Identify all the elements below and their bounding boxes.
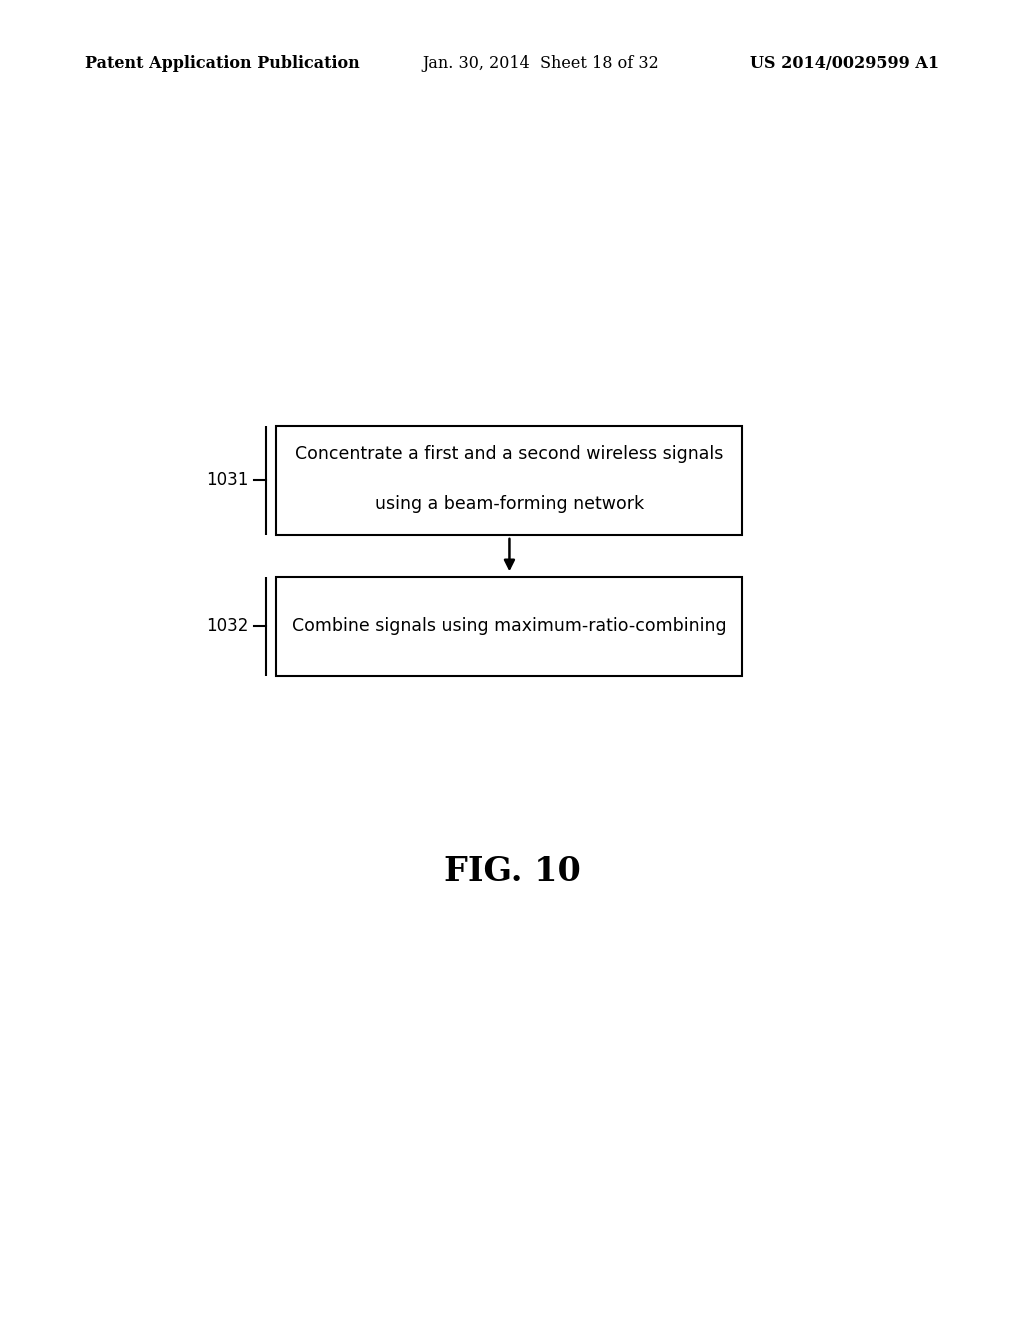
Text: using a beam-forming network: using a beam-forming network — [375, 495, 644, 513]
Text: 1031: 1031 — [207, 471, 249, 490]
Text: US 2014/0029599 A1: US 2014/0029599 A1 — [750, 55, 939, 71]
Bar — [276, 426, 742, 535]
Text: Concentrate a first and a second wireless signals: Concentrate a first and a second wireles… — [295, 445, 724, 463]
Bar — [276, 577, 742, 676]
Text: FIG. 10: FIG. 10 — [443, 855, 581, 887]
Text: Combine signals using maximum-ratio-combining: Combine signals using maximum-ratio-comb… — [292, 618, 727, 635]
Text: Patent Application Publication: Patent Application Publication — [85, 55, 359, 71]
Text: Jan. 30, 2014  Sheet 18 of 32: Jan. 30, 2014 Sheet 18 of 32 — [422, 55, 658, 71]
Text: 1032: 1032 — [207, 618, 249, 635]
